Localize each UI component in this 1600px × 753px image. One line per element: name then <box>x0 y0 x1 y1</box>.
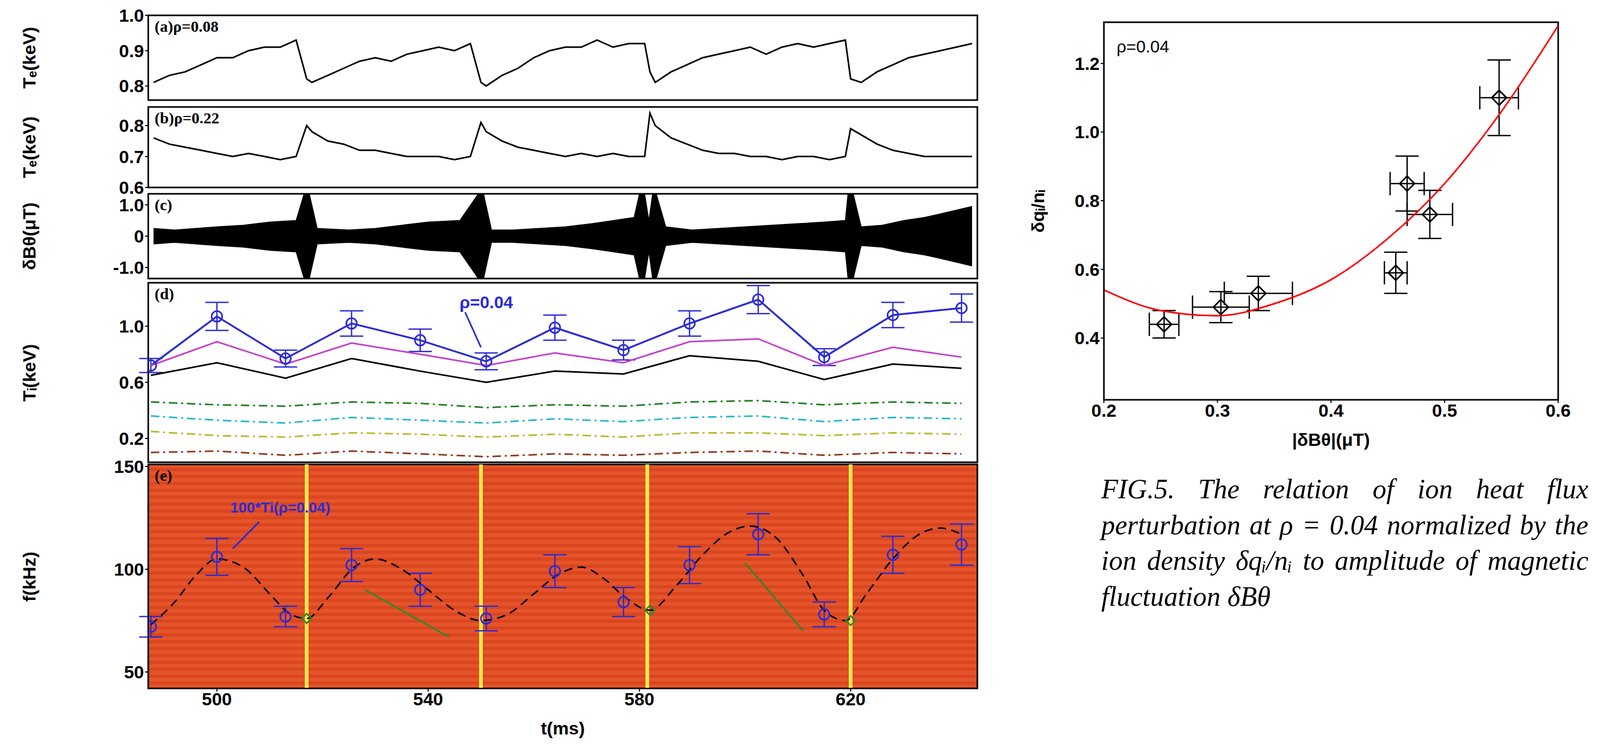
svg-text:1.2: 1.2 <box>1074 53 1100 74</box>
svg-text:540: 540 <box>412 688 444 709</box>
html-text:t(ms): t(ms) <box>540 717 585 739</box>
svg-text:0.6: 0.6 <box>118 177 145 198</box>
svg-text:0.3: 0.3 <box>1205 400 1230 421</box>
svg-text:1.0: 1.0 <box>1074 121 1100 142</box>
html-text:|δBθ|(μT): |δBθ|(μT) <box>1292 429 1370 450</box>
svg-text:1.0: 1.0 <box>119 194 145 215</box>
svg-text:0: 0 <box>133 226 145 247</box>
svg-text:50: 50 <box>123 661 145 682</box>
html-text:(c): (c) <box>154 195 173 214</box>
svg-text:0.2: 0.2 <box>1091 400 1117 421</box>
html-text:f(kHz): f(kHz) <box>19 551 40 602</box>
html-text:Tᵢ(keV): Tᵢ(keV) <box>19 343 40 402</box>
svg-text:0.4: 0.4 <box>1318 400 1344 421</box>
html-text:δqᵢ/nᵢ: δqᵢ/nᵢ <box>1027 189 1048 233</box>
svg-text:500: 500 <box>201 688 232 709</box>
svg-text:100: 100 <box>113 559 145 580</box>
svg-text:0.4: 0.4 <box>1074 327 1100 348</box>
svg-text:ρ=0.04: ρ=0.04 <box>459 292 514 312</box>
svg-text:1.0: 1.0 <box>119 316 145 337</box>
svg-text:620: 620 <box>835 688 866 709</box>
svg-text:0.7: 0.7 <box>119 146 145 167</box>
svg-text:0.2: 0.2 <box>119 428 145 449</box>
html-text:δBθ(μT): δBθ(μT) <box>19 202 40 270</box>
svg-text:0.6: 0.6 <box>1074 259 1100 280</box>
svg-text:0.5: 0.5 <box>1432 400 1458 421</box>
html-text:(e): (e) <box>154 466 173 484</box>
svg-text:0.8: 0.8 <box>119 75 145 96</box>
html-text:(a)ρ=0.08: (a)ρ=0.08 <box>154 17 219 35</box>
html-text:(b)ρ=0.22: (b)ρ=0.22 <box>154 109 220 127</box>
svg-text:580: 580 <box>624 688 655 709</box>
html-text:(d): (d) <box>154 284 175 303</box>
html-text:Tₑ(keV): Tₑ(keV) <box>19 116 40 179</box>
svg-text:0.8: 0.8 <box>1074 190 1100 211</box>
html-text:ρ=0.04: ρ=0.04 <box>1116 37 1170 57</box>
svg-text:-1.0: -1.0 <box>112 257 145 278</box>
svg-text:0.6: 0.6 <box>119 372 145 393</box>
svg-text:0.8: 0.8 <box>119 115 145 136</box>
svg-text:0.6: 0.6 <box>1545 400 1571 421</box>
html-text:FIG.5. The relation of ion hea: FIG.5. The relation of ion heat flux per… <box>1101 473 1589 612</box>
svg-text:0.9: 0.9 <box>119 40 145 61</box>
html-text:Tₑ(keV): Tₑ(keV) <box>19 26 40 89</box>
svg-text:1.0: 1.0 <box>119 5 145 26</box>
svg-text:100*Ti(ρ=0.04): 100*Ti(ρ=0.04) <box>230 499 331 516</box>
svg-text:150: 150 <box>113 456 145 477</box>
